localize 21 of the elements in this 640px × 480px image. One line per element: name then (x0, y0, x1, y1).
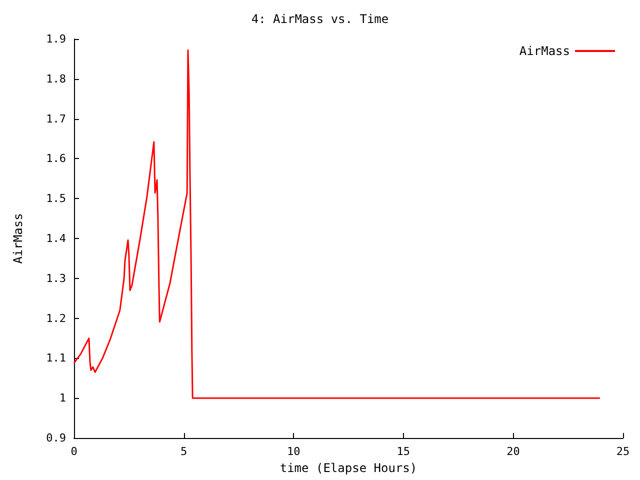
y-tick-label: 1.2 (46, 312, 66, 325)
y-tick-label: 0.9 (46, 432, 66, 444)
y-tick-label: 1.8 (46, 72, 66, 86)
y-axis-title: AirMass (11, 213, 25, 264)
x-tick-label: 10 (286, 445, 300, 458)
x-axis-title: time (Elapse Hours) (280, 460, 418, 475)
y-tick-label: 1.7 (46, 112, 66, 126)
x-tick-label: 15 (396, 445, 410, 458)
y-tick-label: 1.3 (46, 272, 66, 285)
y-tick-label: 1.6 (46, 152, 66, 166)
y-tick-label: 1.1 (46, 352, 66, 365)
x-tick-label: 5 (180, 445, 188, 458)
legend-label: AirMass (519, 44, 570, 58)
x-tick-label: 25 (616, 445, 630, 458)
y-tick-label: 1.9 (46, 32, 66, 46)
x-tick-label: 0 (70, 445, 78, 458)
y-tick-label: 1 (59, 392, 66, 405)
x-tick-label: 20 (506, 445, 520, 458)
y-tick-label: 1.4 (46, 232, 66, 245)
y-tick-label: 1.5 (46, 192, 66, 206)
chart-title: 4: AirMass vs. Time (251, 12, 389, 26)
